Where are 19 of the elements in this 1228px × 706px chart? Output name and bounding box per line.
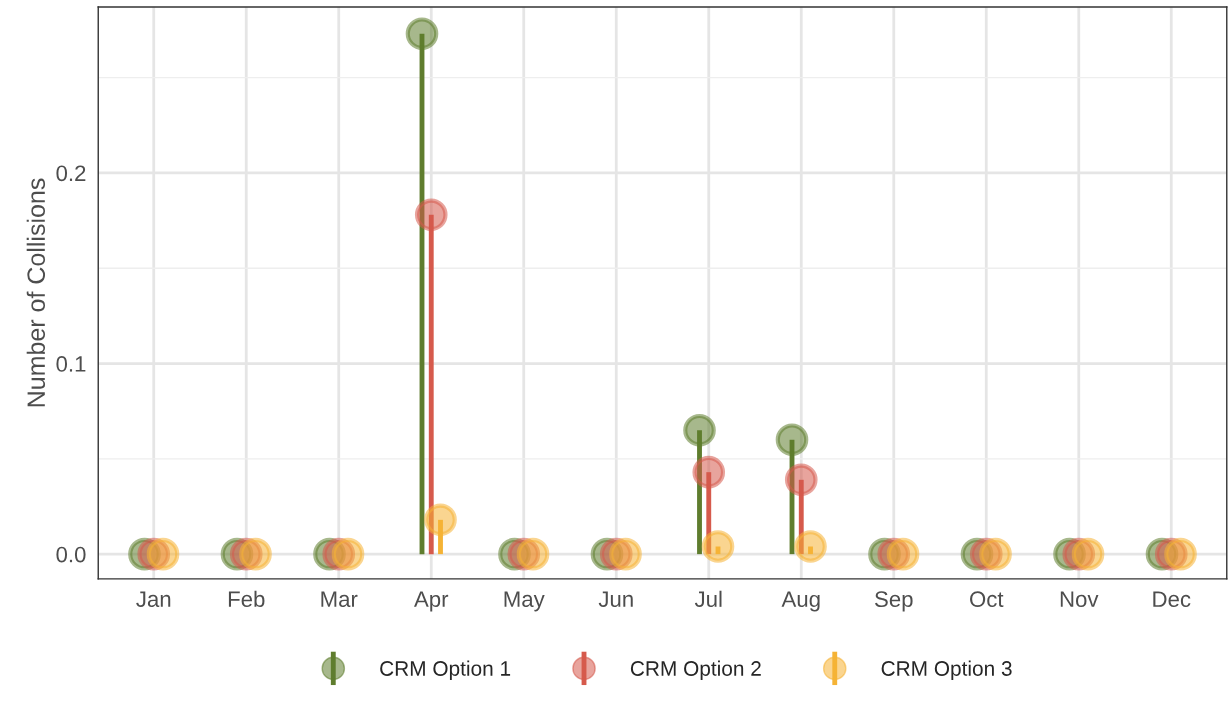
y-tick-label: 0.0: [56, 546, 86, 563]
x-tick-label: Jan: [136, 591, 171, 608]
x-tick-label: May: [504, 591, 545, 612]
y-tick-label: 0.1: [56, 356, 86, 372]
x-tick-label: Jun: [598, 591, 633, 608]
x-tick-label: Apr: [414, 591, 449, 612]
y-tick-label: 0.2: [56, 165, 86, 182]
x-tick-label: Sep: [875, 591, 913, 612]
legend-label: CRM Option 1: [380, 660, 511, 680]
x-tick-label: Oct: [970, 591, 1004, 608]
x-tick-label: Nov: [1060, 591, 1099, 608]
y-axis-title: Number of Collisions: [26, 178, 46, 407]
x-tick-label: Dec: [1153, 591, 1191, 608]
legend-label: CRM Option 2: [630, 660, 761, 680]
x-tick-label: Feb: [228, 590, 265, 608]
x-tick-label: Aug: [781, 591, 820, 612]
x-tick-label: Jul: [694, 590, 722, 608]
legend-label: CRM Option 3: [881, 660, 1012, 680]
x-tick-label: Mar: [321, 591, 358, 608]
